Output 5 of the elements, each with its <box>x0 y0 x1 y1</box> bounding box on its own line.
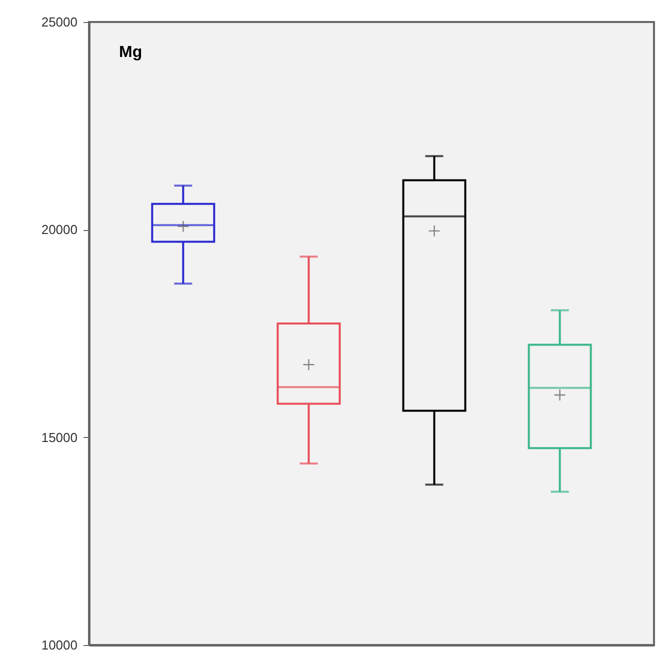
annotation: Mg <box>119 44 142 61</box>
y-tick-label: 10000 <box>41 638 78 652</box>
y-tick-label: 25000 <box>41 14 78 30</box>
y-tick-label: 20000 <box>41 222 78 238</box>
y-tick-label: 15000 <box>41 430 78 445</box>
